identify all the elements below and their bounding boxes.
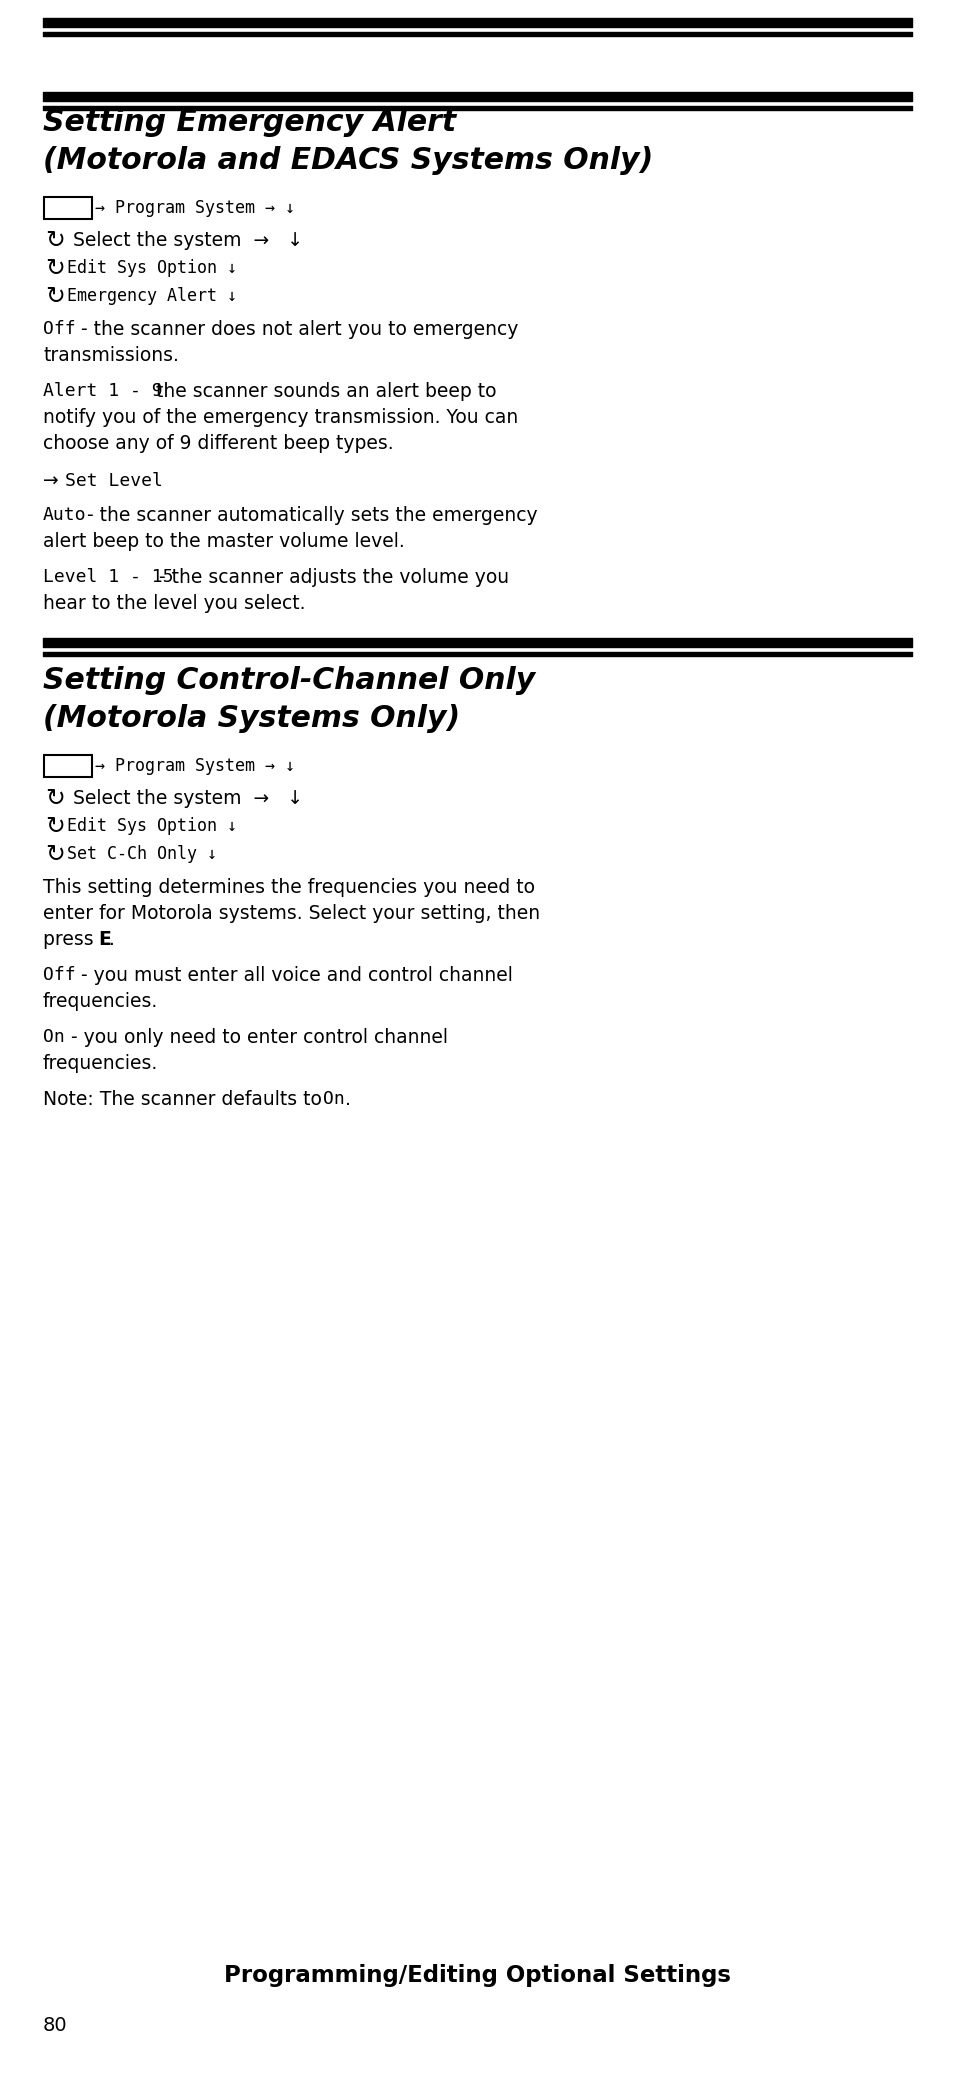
Text: Auto: Auto	[43, 506, 87, 523]
Text: Note: The scanner defaults to: Note: The scanner defaults to	[43, 1090, 328, 1109]
Text: Level 1 - 15: Level 1 - 15	[43, 569, 173, 586]
Text: - you only need to enter control channel: - you only need to enter control channel	[71, 1027, 448, 1046]
Text: Edit Sys Option ↓: Edit Sys Option ↓	[67, 817, 237, 836]
Text: notify you of the emergency transmission. You can: notify you of the emergency transmission…	[43, 408, 517, 427]
Text: .: .	[345, 1090, 351, 1109]
FancyBboxPatch shape	[44, 754, 92, 777]
Text: enter for Motorola systems. Select your setting, then: enter for Motorola systems. Select your …	[43, 904, 539, 923]
Text: Emergency Alert ↓: Emergency Alert ↓	[67, 288, 237, 304]
Text: On: On	[323, 1090, 345, 1109]
Text: ↻: ↻	[45, 283, 65, 308]
Text: Select the system  →   ↓: Select the system → ↓	[73, 788, 303, 807]
Text: ↻: ↻	[45, 786, 65, 811]
Text: → Program System → ↓: → Program System → ↓	[95, 756, 294, 775]
Text: ↻: ↻	[45, 815, 65, 838]
Text: frequencies.: frequencies.	[43, 1055, 158, 1073]
Text: Select the system  →   ↓: Select the system → ↓	[73, 231, 303, 250]
Text: Programming/Editing Optional Settings: Programming/Editing Optional Settings	[223, 1963, 730, 1986]
Text: transmissions.: transmissions.	[43, 346, 179, 365]
Text: →: →	[43, 471, 59, 492]
Text: On: On	[43, 1027, 65, 1046]
Text: - the scanner does not alert you to emergency: - the scanner does not alert you to emer…	[81, 321, 517, 340]
Text: E: E	[98, 929, 111, 948]
Text: Setting Control-Channel Only: Setting Control-Channel Only	[43, 667, 535, 694]
Text: Set C-Ch Only ↓: Set C-Ch Only ↓	[67, 844, 217, 863]
Text: ↻: ↻	[45, 227, 65, 252]
Text: choose any of 9 different beep types.: choose any of 9 different beep types.	[43, 433, 394, 452]
Text: ↻: ↻	[45, 256, 65, 279]
Text: press: press	[43, 929, 99, 948]
Text: 80: 80	[43, 2015, 68, 2034]
Text: frequencies.: frequencies.	[43, 992, 158, 1011]
FancyBboxPatch shape	[44, 198, 92, 219]
Text: (Motorola Systems Only): (Motorola Systems Only)	[43, 704, 459, 734]
Text: Menu: Menu	[48, 200, 88, 219]
Text: Menu: Menu	[48, 759, 88, 775]
Text: Off: Off	[43, 321, 75, 338]
Text: Set Level: Set Level	[65, 471, 163, 490]
Text: - the scanner automatically sets the emergency: - the scanner automatically sets the eme…	[87, 506, 537, 525]
Text: Setting Emergency Alert: Setting Emergency Alert	[43, 108, 456, 138]
Text: the scanner sounds an alert beep to: the scanner sounds an alert beep to	[150, 381, 497, 400]
Text: Edit Sys Option ↓: Edit Sys Option ↓	[67, 258, 237, 277]
Text: - you must enter all voice and control channel: - you must enter all voice and control c…	[81, 967, 513, 986]
Text: alert beep to the master volume level.: alert beep to the master volume level.	[43, 531, 404, 550]
Text: hear to the level you select.: hear to the level you select.	[43, 594, 305, 613]
Text: Alert 1 - 9: Alert 1 - 9	[43, 381, 163, 400]
Text: (Motorola and EDACS Systems Only): (Motorola and EDACS Systems Only)	[43, 146, 653, 175]
Text: ↻: ↻	[45, 842, 65, 867]
Text: .: .	[109, 929, 115, 948]
Text: - the scanner adjusts the volume you: - the scanner adjusts the volume you	[159, 569, 509, 588]
Text: → Program System → ↓: → Program System → ↓	[95, 198, 294, 217]
Text: Off: Off	[43, 967, 75, 984]
Text: This setting determines the frequencies you need to: This setting determines the frequencies …	[43, 877, 535, 896]
